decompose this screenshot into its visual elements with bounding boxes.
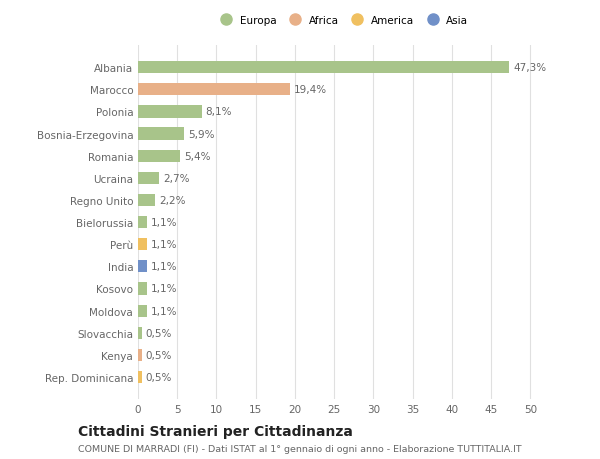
- Text: 2,7%: 2,7%: [163, 174, 190, 184]
- Bar: [138, 371, 142, 383]
- Text: 1,1%: 1,1%: [151, 218, 177, 228]
- Text: 1,1%: 1,1%: [151, 306, 177, 316]
- Bar: [138, 84, 290, 96]
- Text: 2,2%: 2,2%: [159, 196, 185, 206]
- Bar: [138, 150, 181, 162]
- Bar: [138, 261, 146, 273]
- Text: 5,4%: 5,4%: [184, 151, 211, 162]
- Bar: [138, 173, 159, 185]
- Text: 19,4%: 19,4%: [294, 85, 327, 95]
- Text: 5,9%: 5,9%: [188, 129, 215, 139]
- Text: 0,5%: 0,5%: [146, 372, 172, 382]
- Legend: Europa, Africa, America, Asia: Europa, Africa, America, Asia: [216, 16, 468, 26]
- Text: 1,1%: 1,1%: [151, 284, 177, 294]
- Text: COMUNE DI MARRADI (FI) - Dati ISTAT al 1° gennaio di ogni anno - Elaborazione TU: COMUNE DI MARRADI (FI) - Dati ISTAT al 1…: [78, 444, 521, 453]
- Bar: [138, 305, 146, 317]
- Bar: [138, 62, 509, 74]
- Text: 8,1%: 8,1%: [205, 107, 232, 117]
- Bar: [138, 327, 142, 339]
- Text: 0,5%: 0,5%: [146, 328, 172, 338]
- Text: 0,5%: 0,5%: [146, 350, 172, 360]
- Text: 47,3%: 47,3%: [513, 63, 546, 73]
- Bar: [138, 283, 146, 295]
- Bar: [138, 239, 146, 251]
- Bar: [138, 106, 202, 118]
- Text: 1,1%: 1,1%: [151, 262, 177, 272]
- Text: 1,1%: 1,1%: [151, 240, 177, 250]
- Bar: [138, 349, 142, 361]
- Bar: [138, 217, 146, 229]
- Bar: [138, 128, 184, 140]
- Bar: [138, 195, 155, 207]
- Text: Cittadini Stranieri per Cittadinanza: Cittadini Stranieri per Cittadinanza: [78, 425, 353, 438]
